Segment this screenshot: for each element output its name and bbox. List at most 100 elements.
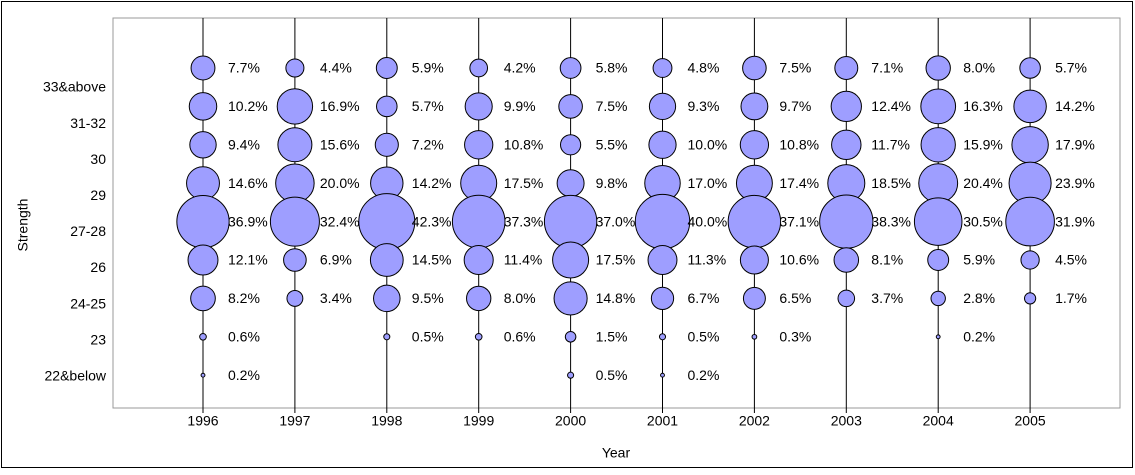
value-label: 14.2% [1055, 98, 1095, 114]
bubble [277, 127, 313, 163]
value-label: 40.0% [688, 213, 728, 229]
y-tick-label: 27-28 [70, 223, 106, 239]
bubble [634, 193, 691, 250]
bubble [739, 130, 770, 160]
value-label: 17.4% [779, 175, 819, 191]
bubble [564, 331, 577, 343]
value-label: 30.5% [963, 213, 1003, 229]
bubble [1011, 126, 1049, 164]
value-label: 0.3% [779, 329, 811, 345]
bubble [451, 194, 506, 249]
value-label: 0.2% [688, 367, 720, 383]
value-label: 5.7% [412, 98, 444, 114]
bubble [200, 372, 206, 378]
bubble [474, 332, 483, 341]
x-tick-label: 1997 [279, 413, 310, 429]
value-label: 7.1% [871, 60, 903, 76]
bubble [920, 88, 957, 125]
value-label: 11.3% [688, 252, 727, 268]
bubble [647, 245, 678, 275]
bubble [819, 194, 874, 249]
bubble [464, 130, 494, 160]
value-label: 5.8% [596, 60, 628, 76]
value-label: 10.6% [779, 252, 819, 268]
bubble [374, 132, 399, 157]
bubble [660, 372, 665, 378]
value-label: 42.3% [412, 213, 452, 229]
bubble [658, 333, 667, 341]
value-label: 10.8% [779, 137, 819, 153]
bubble [833, 247, 860, 273]
value-label: 6.7% [688, 290, 720, 306]
value-label: 5.9% [412, 60, 444, 76]
value-label: 5.5% [596, 137, 628, 153]
y-tick-label: 22&below [45, 368, 107, 384]
bubble [742, 286, 766, 310]
value-label: 10.2% [228, 98, 268, 114]
x-tick-label: 1996 [187, 413, 218, 429]
value-label: 7.5% [779, 60, 811, 76]
x-axis-label: Year [602, 445, 631, 461]
bubble [464, 92, 493, 121]
x-tick-label: 2003 [831, 413, 862, 429]
value-label: 0.6% [504, 329, 536, 345]
value-label: 1.5% [596, 329, 628, 345]
y-tick-label: 31-32 [70, 115, 106, 131]
bubble [552, 241, 590, 279]
bubble [553, 281, 588, 316]
value-label: 11.4% [504, 252, 543, 268]
bubble [186, 166, 220, 201]
value-label: 0.2% [228, 367, 260, 383]
value-label: 17.9% [1055, 137, 1095, 153]
value-label: 3.4% [320, 290, 352, 306]
x-tick-label: 2001 [647, 413, 678, 429]
bubble [831, 129, 862, 161]
x-tick-label: 1999 [463, 413, 494, 429]
bubble [176, 194, 230, 249]
value-label: 0.5% [412, 329, 444, 345]
bubble [376, 95, 398, 118]
bubble [375, 57, 398, 79]
bubble [837, 289, 856, 308]
value-label: 14.2% [412, 175, 452, 191]
bubble [1013, 89, 1047, 124]
value-label: 9.7% [779, 98, 811, 114]
bubble [740, 92, 769, 121]
value-label: 0.2% [963, 329, 995, 345]
bubble [652, 58, 673, 78]
bubble [463, 244, 494, 276]
bubble [559, 57, 582, 79]
value-label: 20.0% [320, 175, 360, 191]
plot-frame [112, 17, 1121, 409]
value-label: 11.7% [871, 137, 910, 153]
value-label: 17.0% [688, 175, 728, 191]
value-label: 1.7% [1055, 290, 1087, 306]
value-label: 4.2% [504, 60, 536, 76]
value-label: 17.5% [596, 252, 636, 268]
bubble [373, 284, 401, 313]
value-label: 14.5% [412, 252, 452, 268]
value-label: 9.4% [228, 137, 260, 153]
bubble [358, 193, 416, 251]
value-label: 8.0% [504, 290, 536, 306]
bubble [1005, 196, 1055, 247]
bubble [269, 196, 320, 247]
bubble [190, 55, 216, 81]
value-label: 9.8% [596, 175, 628, 191]
bubble [925, 55, 951, 81]
value-label: 2.8% [963, 290, 995, 306]
x-tick-label: 2000 [555, 413, 586, 429]
value-label: 14.8% [596, 290, 636, 306]
value-label: 5.9% [963, 252, 995, 268]
bubble [751, 333, 758, 340]
y-tick-label: 29 [90, 187, 106, 203]
value-label: 8.1% [871, 252, 903, 268]
value-label: 0.5% [596, 367, 628, 383]
bubble [560, 134, 582, 156]
y-tick-label: 23 [90, 331, 106, 347]
bubble [187, 244, 219, 276]
value-label: 6.5% [779, 290, 811, 306]
value-label: 7.7% [228, 60, 260, 76]
bubble [930, 290, 946, 307]
